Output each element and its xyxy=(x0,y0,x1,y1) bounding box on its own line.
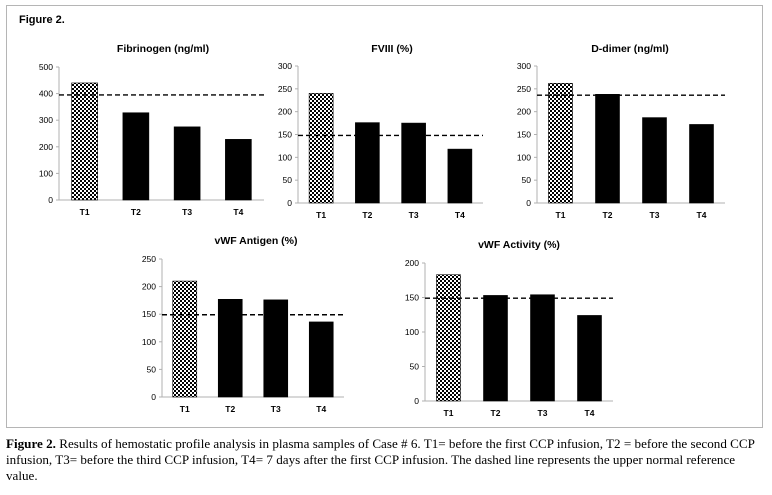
bar-t1 xyxy=(436,274,461,402)
caption-label: Figure 2. xyxy=(6,436,56,451)
y-tick-label: 50 xyxy=(410,362,420,372)
y-tick-label: 200 xyxy=(278,107,292,117)
bar-t3 xyxy=(530,294,555,402)
bar-t3 xyxy=(401,122,426,204)
x-category-label: T2 xyxy=(603,210,613,220)
y-tick-label: 100 xyxy=(39,168,53,178)
bar-t1 xyxy=(172,280,198,398)
chart-4: vWF Antigen (%) 0 50 100 150 200 250 T1 T2 T3 T4 xyxy=(142,235,344,414)
bar-t2 xyxy=(122,112,150,201)
y-tick-label: 100 xyxy=(142,337,156,347)
x-category-label: T4 xyxy=(455,210,465,220)
y-tick-label: 200 xyxy=(517,107,531,117)
x-category-label: T4 xyxy=(233,207,243,217)
chart-title: FVIII (%) xyxy=(371,43,412,55)
chart-3: D-dimer (ng/ml) 0 50 100 150 200 250 300 T1 T2 T3 T… xyxy=(517,43,725,220)
y-tick-label: 150 xyxy=(517,130,531,140)
x-category-label: T2 xyxy=(225,404,235,414)
bar-t1 xyxy=(308,93,334,204)
y-tick-label: 0 xyxy=(526,198,531,208)
y-tick-label: 100 xyxy=(278,152,292,162)
y-tick-label: 200 xyxy=(405,258,419,268)
bar-t4 xyxy=(447,148,473,204)
y-tick-label: 150 xyxy=(405,293,419,303)
y-tick-label: 0 xyxy=(414,396,419,406)
bar-t3 xyxy=(642,117,667,204)
x-category-label: T4 xyxy=(316,404,326,414)
y-tick-label: 150 xyxy=(278,130,292,140)
y-tick-label: 300 xyxy=(517,61,531,71)
x-category-label: T1 xyxy=(556,210,566,220)
bar-t2 xyxy=(483,295,508,402)
y-tick-label: 50 xyxy=(283,175,293,185)
chart-1: Fibrinogen (ng/ml) 0 100 200 300 400 500 T1 T2 T3… xyxy=(39,43,264,217)
y-tick-label: 0 xyxy=(48,195,53,205)
chart-title: D-dimer (ng/ml) xyxy=(591,43,669,55)
x-category-label: T3 xyxy=(650,210,660,220)
bar-t4 xyxy=(308,321,334,398)
y-tick-label: 0 xyxy=(287,198,292,208)
x-category-label: T2 xyxy=(362,210,372,220)
y-tick-label: 0 xyxy=(151,392,156,402)
y-tick-label: 250 xyxy=(142,254,156,264)
y-tick-label: 100 xyxy=(405,327,419,337)
y-tick-label: 200 xyxy=(142,282,156,292)
x-category-label: T1 xyxy=(80,207,90,217)
x-category-label: T2 xyxy=(131,207,141,217)
bar-t4 xyxy=(689,124,714,204)
y-tick-label: 500 xyxy=(39,62,53,72)
bar-t2 xyxy=(217,298,243,398)
bar-t2 xyxy=(595,94,620,204)
y-tick-label: 250 xyxy=(278,84,292,94)
x-category-label: T3 xyxy=(182,207,192,217)
figure-caption: Figure 2. Results of hemostatic profile … xyxy=(6,436,766,484)
chart-title: vWF Antigen (%) xyxy=(214,235,297,247)
x-category-label: T3 xyxy=(271,404,281,414)
x-category-label: T2 xyxy=(491,408,501,418)
x-category-label: T3 xyxy=(409,210,419,220)
figure-label: Figure 2. xyxy=(19,14,65,26)
bar-t2 xyxy=(355,122,380,204)
bar-t3 xyxy=(173,126,201,201)
bar-t4 xyxy=(577,315,602,402)
x-category-label: T1 xyxy=(444,408,454,418)
bar-t4 xyxy=(225,139,252,201)
y-tick-label: 300 xyxy=(39,115,53,125)
bar-t1 xyxy=(71,82,98,201)
bar-t1 xyxy=(548,83,573,204)
bar-t3 xyxy=(263,299,289,398)
y-tick-label: 50 xyxy=(522,175,532,185)
figure-frame xyxy=(6,5,763,428)
chart-title: vWF Activity (%) xyxy=(478,239,560,251)
chart-2: FVIII (%) 0 50 100 150 200 250 300 T1 T2 T3 T4 xyxy=(278,43,483,220)
x-category-label: T1 xyxy=(316,210,326,220)
caption-text: Results of hemostatic profile analysis i… xyxy=(6,436,755,483)
y-tick-label: 250 xyxy=(517,84,531,94)
x-category-label: T1 xyxy=(180,404,190,414)
chart-5: vWF Activity (%) 0 50 100 150 200 T1 T2 T3 T4 xyxy=(405,239,613,418)
y-tick-label: 400 xyxy=(39,89,53,99)
x-category-label: T4 xyxy=(585,408,595,418)
y-tick-label: 100 xyxy=(517,152,531,162)
y-tick-label: 50 xyxy=(147,364,157,374)
x-category-label: T4 xyxy=(697,210,707,220)
y-tick-label: 300 xyxy=(278,61,292,71)
y-tick-label: 150 xyxy=(142,309,156,319)
x-category-label: T3 xyxy=(538,408,548,418)
chart-title: Fibrinogen (ng/ml) xyxy=(117,43,209,55)
y-tick-label: 200 xyxy=(39,142,53,152)
